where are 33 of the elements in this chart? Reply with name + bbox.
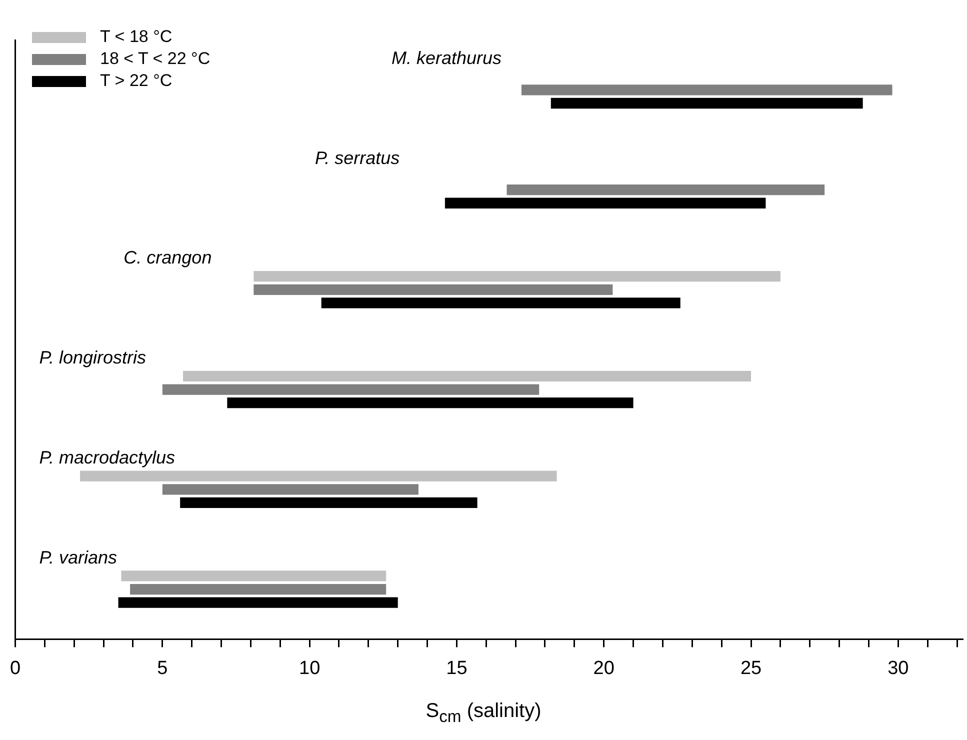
x-tick-label: 5 bbox=[157, 658, 168, 679]
legend-label: 18 < T < 22 °C bbox=[100, 49, 210, 69]
legend-label: T > 22 °C bbox=[100, 71, 172, 91]
bar bbox=[550, 98, 863, 109]
y-tick-label: P. longirostris bbox=[39, 348, 146, 368]
bar bbox=[521, 84, 892, 96]
x-axis-title: S$_{cm}$ (salinity) bbox=[424, 700, 542, 727]
x-tick-label: 20 bbox=[593, 658, 614, 679]
x-tick-label: 15 bbox=[446, 658, 468, 679]
y-tick-label: P. macrodactylus bbox=[39, 447, 176, 468]
bar bbox=[321, 298, 680, 308]
bar bbox=[227, 398, 634, 408]
bar bbox=[130, 584, 386, 595]
bar bbox=[180, 497, 478, 508]
y-tick-label: P. serratus bbox=[314, 148, 400, 168]
bar bbox=[162, 384, 540, 395]
x-tick-label: 30 bbox=[888, 658, 909, 679]
bar bbox=[121, 570, 386, 582]
bar bbox=[118, 597, 398, 608]
x-tick-label: 25 bbox=[740, 658, 762, 679]
bar bbox=[506, 184, 825, 196]
x-tick-label: 10 bbox=[299, 658, 320, 679]
legend-label: T < 18 °C bbox=[100, 27, 172, 47]
bar bbox=[444, 198, 766, 208]
y-tick-label: C. crangon bbox=[124, 248, 212, 268]
y-tick-label: P. varians bbox=[39, 547, 117, 568]
y-tick-label: M. kerathurus bbox=[391, 48, 502, 68]
bar bbox=[254, 284, 613, 295]
bar bbox=[162, 484, 418, 495]
bar bbox=[254, 271, 780, 282]
bar bbox=[183, 370, 751, 382]
x-tick-label: 0 bbox=[10, 658, 21, 679]
bar bbox=[80, 470, 557, 482]
